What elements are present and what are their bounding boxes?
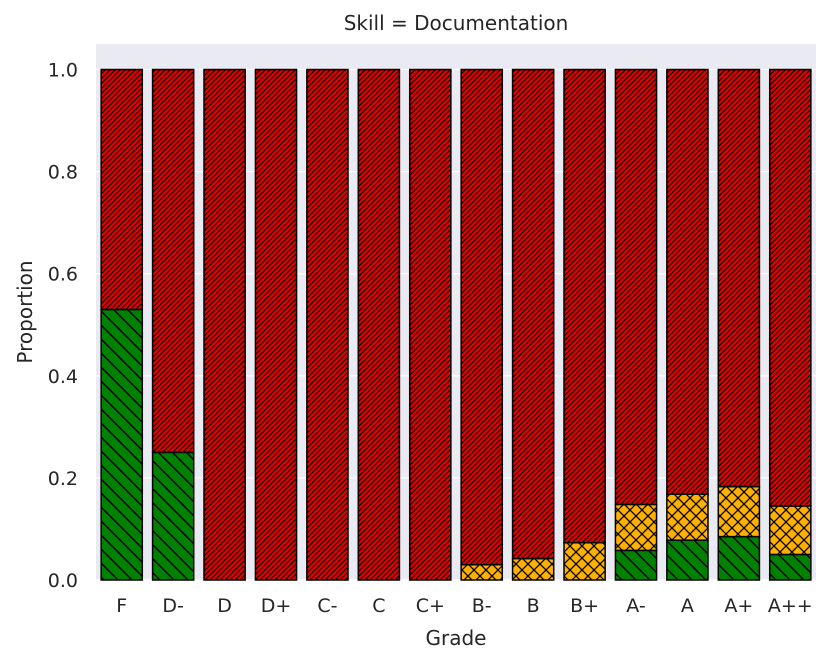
y-tick-label: 0.6 [48,264,78,286]
x-tick-label: A [681,595,694,617]
bar-segment [666,539,709,581]
bar-segment [666,493,709,541]
bar-segment [306,68,349,581]
x-tick-label: B- [472,595,492,617]
bar-segment [614,68,658,506]
x-axis-ticks: F D- D D+ C- C C+ B- B B+ A- A A+ A++ [116,595,812,617]
bars [100,68,812,581]
bar-segment [408,68,452,581]
x-tick-label: D+ [261,595,292,617]
y-tick-label: 0.0 [48,570,78,592]
y-tick-label: 1.0 [48,60,78,82]
x-tick-label: B [527,595,540,617]
bar-segment [563,541,606,581]
bar-segment [357,68,401,581]
bar-segment [717,535,761,581]
bar-segment [614,503,658,552]
x-tick-label: D- [162,595,184,617]
bar-segment [768,68,812,507]
bar-segment [768,505,812,556]
bar-segment [717,485,761,538]
x-tick-label: C- [317,595,337,617]
x-tick-label: F [116,595,127,617]
x-tick-label: C [372,595,385,617]
bar-segment [563,68,606,544]
y-axis-ticks: 0.0 0.2 0.4 0.6 0.8 1.0 [48,60,78,592]
bar-segment [460,68,504,566]
bar-segment [151,451,195,581]
bar-segment [254,68,298,581]
x-tick-label: A++ [768,595,813,617]
bar-segment [460,563,504,581]
bar-segment [511,68,555,560]
bar-segment [100,308,144,581]
bar-segment [151,68,195,454]
x-tick-label: C+ [416,595,445,617]
bar-segment [203,68,246,581]
y-tick-label: 0.4 [48,366,78,388]
x-tick-label: A- [626,595,645,617]
chart-title: Skill = Documentation [344,11,569,35]
y-axis-label: Proportion [13,260,37,363]
y-tick-label: 0.8 [48,162,78,184]
bar-segment [614,549,658,581]
x-tick-label: B+ [570,595,599,617]
bar-segment [100,68,144,311]
bar-segment [666,68,709,495]
x-tick-label: D [217,595,232,617]
bar-segment [717,68,761,488]
x-tick-label: A+ [724,595,753,617]
y-tick-label: 0.2 [48,468,78,490]
bar-segment [511,557,555,581]
x-axis-label: Grade [426,626,487,650]
bar-segment [768,553,812,581]
